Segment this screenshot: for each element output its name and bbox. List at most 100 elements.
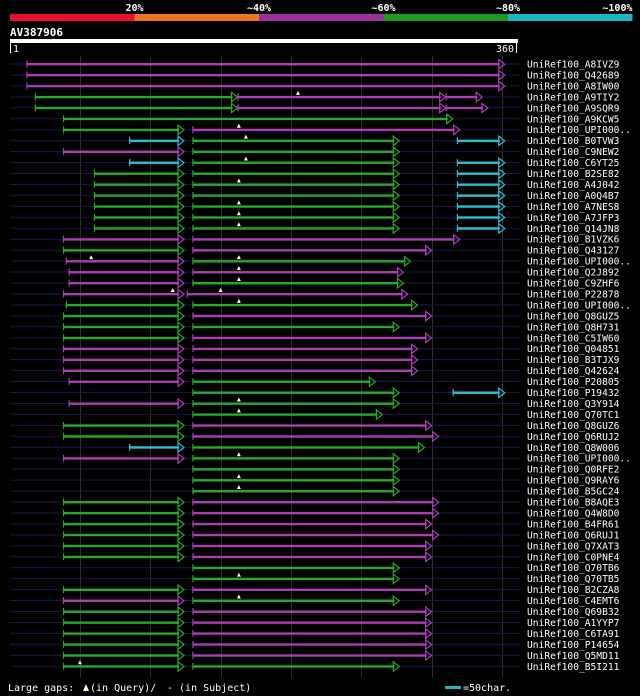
hit-row[interactable]: UniRef100_C6TA91 [10,627,620,640]
hit-label[interactable]: UniRef100_B4FR61 [527,519,620,530]
hit-row[interactable]: UniRef100_B0TVW3 [10,134,620,148]
hit-label[interactable]: UniRef100_Q9RAY6 [527,476,620,487]
hit-label[interactable]: UniRef100_A9TIY2 [527,92,619,103]
hit-row[interactable]: UniRef100_C0PNE4 [10,551,620,563]
hit-row[interactable]: UniRef100_C5IW60 [10,332,620,344]
hit-label[interactable]: UniRef100_C4EMT6 [527,596,620,607]
hit-row[interactable]: UniRef100_A7NES8 [10,200,620,213]
hit-label[interactable]: UniRef100_Q8GUZ5 [527,311,619,322]
hit-label[interactable]: UniRef100_Q70TC1 [527,410,620,421]
hit-label[interactable]: UniRef100_B2CZA8 [527,585,620,596]
hit-label[interactable]: UniRef100_Q0RFE2 [527,465,619,476]
hit-label[interactable]: UniRef100_B1VZK6 [527,235,620,246]
hit-label[interactable]: UniRef100_UPI000.. [527,454,631,465]
hit-row[interactable]: UniRef100_Q3Y914 [10,397,620,410]
hit-row[interactable]: UniRef100_Q7XAT3 [10,540,620,552]
hit-label[interactable]: UniRef100_P19432 [527,388,619,399]
hit-row[interactable]: UniRef100_C4EMT6 [10,594,620,608]
hit-label[interactable]: UniRef100_UPI000.. [527,300,631,311]
hit-row[interactable]: UniRef100_B3TJX9 [10,353,620,366]
hit-row[interactable]: UniRef100_B1VZK6 [10,233,620,246]
hit-label[interactable]: UniRef100_A8IW00 [527,81,620,92]
hit-label[interactable]: UniRef100_P14654 [527,640,620,651]
hit-label[interactable]: UniRef100_Q8GUZ6 [527,421,620,432]
hit-row[interactable]: UniRef100_A8IVZ9 [10,58,620,71]
hit-row[interactable]: UniRef100_Q4W8D0 [10,507,620,519]
hit-row[interactable]: UniRef100_Q9RAY6 [10,474,620,487]
hit-row[interactable]: UniRef100_P19432 [10,386,619,399]
hit-row[interactable]: UniRef100_Q42624 [10,364,620,377]
hit-row[interactable]: UniRef100_A9TIY2 [10,90,619,104]
hit-row[interactable]: UniRef100_Q69B32 [10,605,619,618]
hit-label[interactable]: UniRef100_B0TVW3 [527,136,620,147]
hit-label[interactable]: UniRef100_A9SQR9 [527,103,620,114]
hit-row[interactable]: UniRef100_Q70TC1 [10,408,620,421]
hit-label[interactable]: UniRef100_B5GC24 [527,487,620,498]
hit-label[interactable]: UniRef100_Q14JN8 [527,224,620,235]
hit-label[interactable]: UniRef100_Q7XAT3 [527,541,620,552]
hit-label[interactable]: UniRef100_A4J042 [527,180,619,191]
hit-label[interactable]: UniRef100_P20805 [527,377,619,388]
hit-label[interactable]: UniRef100_B2SE82 [527,169,619,180]
hit-label[interactable]: UniRef100_C9ZHF6 [527,279,620,290]
hit-label[interactable]: UniRef100_C0PNE4 [527,552,620,563]
hit-label[interactable]: UniRef100_A9KCW5 [527,114,619,125]
hit-label[interactable]: UniRef100_Q04851 [527,344,620,355]
hit-label[interactable]: UniRef100_Q3Y914 [527,399,620,410]
hit-label[interactable]: UniRef100_B5I211 [527,662,620,673]
hit-row[interactable]: UniRef100_UPI000.. [10,123,631,137]
hit-row[interactable]: UniRef100_P20805 [10,375,619,388]
hit-label[interactable]: UniRef100_Q8W006 [527,443,620,454]
hit-row[interactable]: UniRef100_Q6RUJ1 [10,529,620,541]
hit-row[interactable]: UniRef100_Q0RFE2 [10,463,619,476]
hit-label[interactable]: UniRef100_B8AQE3 [527,498,620,509]
hit-row[interactable]: UniRef100_P14654 [10,638,620,651]
hit-label[interactable]: UniRef100_Q5MD11 [527,651,620,662]
hit-row[interactable]: UniRef100_Q8GUZ6 [10,419,620,432]
hit-row[interactable]: UniRef100_A9KCW5 [10,113,619,125]
hit-row[interactable]: UniRef100_UPI000.. [10,255,631,268]
hit-row[interactable]: UniRef100_A9SQR9 [10,102,620,114]
hit-row[interactable]: UniRef100_Q70TB5 [10,572,619,586]
hit-row[interactable]: UniRef100_C9ZHF6 [10,277,620,290]
hit-label[interactable]: UniRef100_Q6RUJ2 [527,432,619,443]
hit-row[interactable]: UniRef100_Q70TB6 [10,561,620,574]
hit-row[interactable]: UniRef100_Q8W006 [10,441,620,454]
hit-label[interactable]: UniRef100_A7JFP3 [527,213,620,224]
hit-row[interactable]: UniRef100_A1YYP7 [10,616,620,629]
hit-row[interactable]: UniRef100_B2SE82 [10,167,619,180]
hit-row[interactable]: UniRef100_Q2J892 [10,266,619,279]
hit-label[interactable]: UniRef100_C5IW60 [527,333,620,344]
hit-label[interactable]: UniRef100_A1YYP7 [527,618,620,629]
hit-row[interactable]: UniRef100_Q42689 [10,69,620,81]
hit-row[interactable]: UniRef100_A7JFP3 [10,211,620,224]
hit-label[interactable]: UniRef100_B3TJX9 [527,355,620,366]
hit-label[interactable]: UniRef100_Q70TB6 [527,563,620,574]
hit-row[interactable]: UniRef100_B4FR61 [10,518,620,530]
hit-label[interactable]: UniRef100_UPI000.. [527,257,631,268]
hit-label[interactable]: UniRef100_Q43127 [527,246,620,257]
hit-row[interactable]: UniRef100_UPI000.. [10,298,631,312]
hit-row[interactable]: UniRef100_A4J042 [10,178,619,191]
hit-label[interactable]: UniRef100_Q69B32 [527,607,619,618]
hit-label[interactable]: UniRef100_A0Q4B7 [527,191,620,202]
hit-row[interactable]: UniRef100_B8AQE3 [10,496,620,509]
hit-row[interactable]: UniRef100_C6YT25 [10,156,619,170]
hit-row[interactable]: UniRef100_C9NEW2 [10,145,619,158]
hit-label[interactable]: UniRef100_P22878 [527,289,620,300]
hit-label[interactable]: UniRef100_Q4W8D0 [527,508,620,519]
hit-row[interactable]: UniRef100_B5I211 [10,660,620,673]
hit-label[interactable]: UniRef100_UPI000.. [527,125,631,136]
hit-row[interactable]: UniRef100_Q6RUJ2 [10,430,619,443]
hit-label[interactable]: UniRef100_A8IVZ9 [527,60,620,71]
hit-row[interactable]: UniRef100_A0Q4B7 [10,189,620,202]
hit-row[interactable]: UniRef100_P22878 [10,287,620,301]
hit-row[interactable]: UniRef100_Q5MD11 [10,649,620,662]
hit-label[interactable]: UniRef100_Q70TB5 [527,574,619,585]
hit-label[interactable]: UniRef100_C6YT25 [527,158,619,169]
hit-row[interactable]: UniRef100_Q43127 [10,244,620,257]
hit-label[interactable]: UniRef100_Q8H731 [527,322,620,333]
hit-label[interactable]: UniRef100_Q2J892 [527,268,619,279]
hit-row[interactable]: UniRef100_Q14JN8 [10,222,620,235]
hit-label[interactable]: UniRef100_Q42624 [527,366,620,377]
